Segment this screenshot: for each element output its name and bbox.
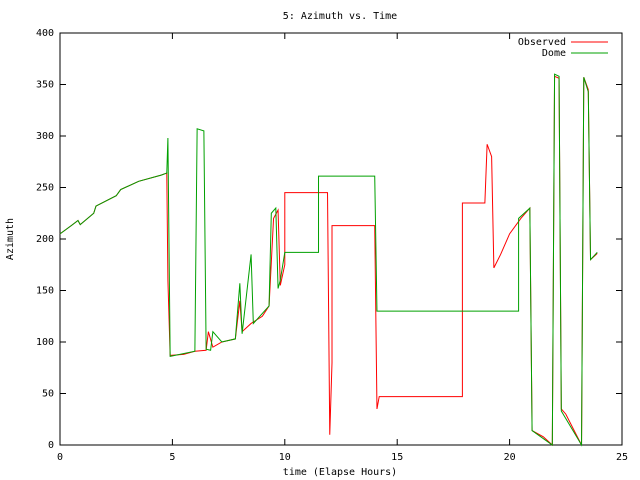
legend-label: Observed [518, 37, 566, 48]
x-tick-label: 20 [504, 452, 516, 463]
y-tick-label: 350 [36, 80, 54, 91]
x-axis-label: time (Elapse Hours) [283, 467, 397, 478]
x-tick-label: 10 [279, 452, 291, 463]
x-tick-label: 25 [616, 452, 628, 463]
y-tick-label: 150 [36, 286, 54, 297]
y-tick-label: 400 [36, 28, 54, 39]
y-tick-label: 100 [36, 337, 54, 348]
y-tick-label: 0 [48, 440, 54, 451]
legend-label: Dome [542, 48, 566, 59]
y-tick-label: 300 [36, 131, 54, 142]
x-tick-label: 15 [391, 452, 403, 463]
data-line [59, 75, 598, 447]
x-tick-label: 5 [169, 452, 175, 463]
data-line [59, 73, 598, 447]
plot-border [59, 32, 623, 446]
y-axis-label: Azimuth [5, 218, 16, 260]
y-tick-label: 250 [36, 183, 54, 194]
y-tick-label: 50 [42, 389, 54, 400]
y-tick-label: 200 [36, 234, 54, 245]
chart-title: 5: Azimuth vs. Time [283, 11, 397, 22]
x-tick-label: 0 [57, 452, 63, 463]
